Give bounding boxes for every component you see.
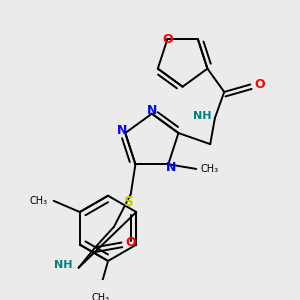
Text: CH₃: CH₃: [200, 164, 218, 174]
Text: NH: NH: [193, 111, 211, 121]
Text: N: N: [117, 124, 128, 137]
Text: S: S: [124, 195, 134, 208]
Text: NH: NH: [54, 260, 73, 270]
Text: O: O: [254, 78, 265, 91]
Text: CH₃: CH₃: [30, 196, 48, 206]
Text: CH₃: CH₃: [92, 293, 110, 300]
Text: O: O: [125, 236, 136, 249]
Text: N: N: [166, 160, 176, 174]
Text: O: O: [162, 33, 172, 46]
Text: N: N: [147, 104, 157, 117]
